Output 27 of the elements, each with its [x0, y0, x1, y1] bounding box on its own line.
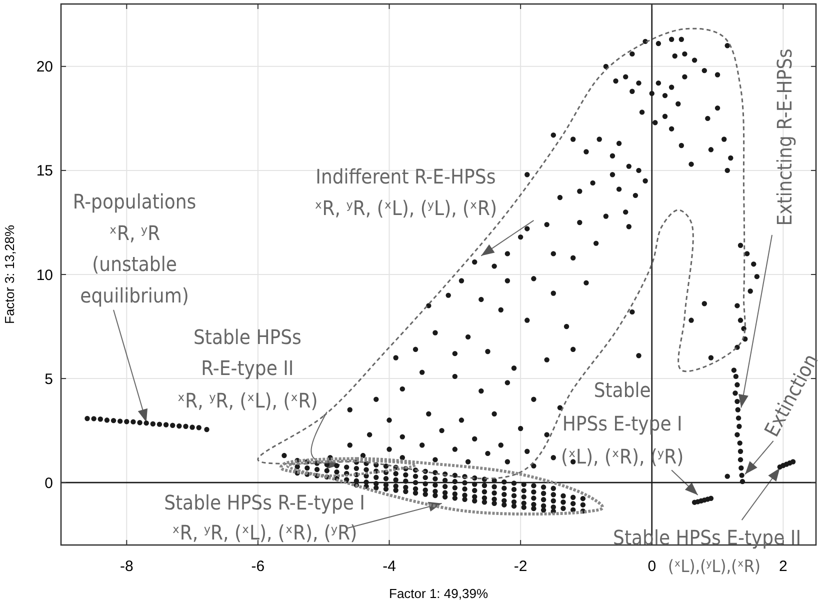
annotation: Indifferent R-E-HPSs	[316, 164, 496, 189]
annotation: R-populations	[72, 190, 196, 214]
annotation: Stable HPSs	[194, 324, 302, 349]
text: (ˣL),(ʸL),(ˣR)	[668, 556, 760, 577]
x-tick-label: -6	[251, 558, 265, 575]
annotation: Stable	[594, 378, 651, 402]
y-tick-label: 10	[36, 266, 53, 284]
x-tick-label: 0	[648, 558, 656, 575]
annotation: R-E-type II	[201, 356, 294, 380]
annotation: ˣR, ʸR	[108, 220, 160, 245]
x-tick-label: -2	[514, 558, 528, 575]
x-axis-title: Factor 1: 49,39%	[389, 586, 488, 601]
x-tick-label: 2	[779, 558, 788, 575]
annotation: ˣR, ʸR, (ˣL), (ˣR), (ʸR)	[172, 520, 358, 545]
annotation: equilibrium)	[80, 283, 189, 308]
annotation: (unstable	[92, 252, 177, 276]
annotation: Stable HPSs R-E-type I	[164, 490, 365, 514]
y-tick-label: 0	[44, 474, 53, 492]
y-tick-label: 5	[44, 370, 53, 388]
annotation: ˣR, ʸR, (ˣL), (ʸL), (ˣR)	[314, 196, 498, 220]
annotation: ˣR, ʸR, (ˣL), (ˣR)	[177, 388, 318, 412]
x-tick-label: -4	[382, 558, 396, 575]
y-tick-label: 15	[36, 162, 53, 180]
annotation: Extincting R-E-HPSs	[772, 48, 796, 226]
y-axis-title: Factor 3: 13,28%	[2, 224, 17, 324]
y-tick-label: 20	[36, 58, 53, 76]
x-tick-label: -8	[120, 558, 134, 575]
